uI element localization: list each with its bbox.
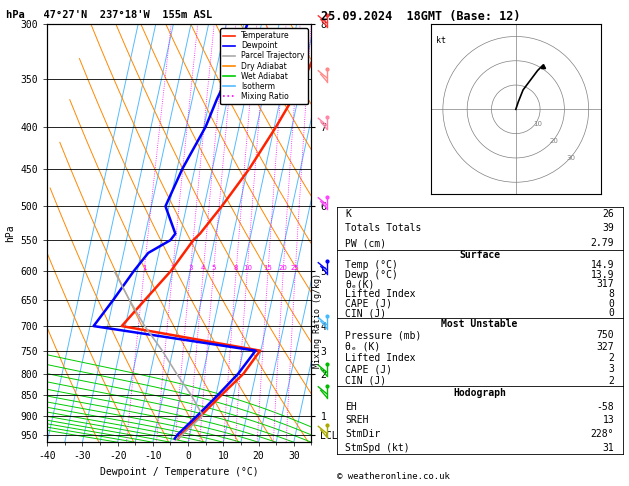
Text: hPa   47°27'N  237°18'W  155m ASL: hPa 47°27'N 237°18'W 155m ASL [6, 10, 213, 20]
Text: Most Unstable: Most Unstable [442, 319, 518, 329]
Text: 15: 15 [264, 265, 272, 271]
Y-axis label: hPa: hPa [5, 225, 15, 242]
X-axis label: Dewpoint / Temperature (°C): Dewpoint / Temperature (°C) [100, 467, 259, 477]
Text: 5: 5 [211, 265, 216, 271]
Text: 13.9: 13.9 [591, 270, 614, 279]
Text: 4: 4 [201, 265, 206, 271]
Text: PW (cm): PW (cm) [345, 238, 386, 248]
Text: Dewp (°C): Dewp (°C) [345, 270, 398, 279]
Text: © weatheronline.co.uk: © weatheronline.co.uk [337, 472, 449, 481]
Text: Lifted Index: Lifted Index [345, 289, 416, 299]
Text: 10: 10 [533, 122, 542, 127]
Text: Temp (°C): Temp (°C) [345, 260, 398, 270]
Text: 25: 25 [291, 265, 299, 271]
Legend: Temperature, Dewpoint, Parcel Trajectory, Dry Adiabat, Wet Adiabat, Isotherm, Mi: Temperature, Dewpoint, Parcel Trajectory… [220, 28, 308, 104]
Text: Pressure (mb): Pressure (mb) [345, 330, 421, 340]
Text: 0: 0 [608, 299, 614, 309]
Text: StmSpd (kt): StmSpd (kt) [345, 443, 409, 452]
Text: 327: 327 [596, 342, 614, 352]
Text: 39: 39 [603, 224, 614, 233]
Text: Totals Totals: Totals Totals [345, 224, 421, 233]
Text: Mixing Ratio (g/kg): Mixing Ratio (g/kg) [313, 273, 322, 368]
Text: CIN (J): CIN (J) [345, 376, 386, 386]
Text: 20: 20 [550, 139, 559, 144]
Text: 8: 8 [234, 265, 238, 271]
Text: 317: 317 [596, 279, 614, 289]
Text: 2: 2 [170, 265, 175, 271]
Text: K: K [345, 209, 351, 219]
Text: 1: 1 [142, 265, 147, 271]
Text: SREH: SREH [345, 416, 369, 425]
Text: -58: -58 [596, 402, 614, 412]
Text: 10: 10 [243, 265, 252, 271]
Text: StmDir: StmDir [345, 429, 381, 439]
Text: Surface: Surface [459, 250, 500, 260]
Text: CAPE (J): CAPE (J) [345, 299, 392, 309]
Text: Hodograph: Hodograph [453, 388, 506, 398]
Text: 26: 26 [603, 209, 614, 219]
Text: CIN (J): CIN (J) [345, 309, 386, 318]
Text: 750: 750 [596, 330, 614, 340]
Text: 25.09.2024  18GMT (Base: 12): 25.09.2024 18GMT (Base: 12) [321, 10, 520, 23]
Text: CAPE (J): CAPE (J) [345, 364, 392, 374]
Text: 2.79: 2.79 [591, 238, 614, 248]
Text: 2: 2 [608, 376, 614, 386]
Text: 3: 3 [188, 265, 192, 271]
Text: 30: 30 [567, 156, 576, 161]
Text: 13: 13 [603, 416, 614, 425]
Text: 31: 31 [603, 443, 614, 452]
Y-axis label: km
ASL: km ASL [343, 225, 365, 242]
Text: 3: 3 [608, 364, 614, 374]
Text: 228°: 228° [591, 429, 614, 439]
Text: θₑ (K): θₑ (K) [345, 342, 381, 352]
Text: kt: kt [436, 36, 445, 46]
Text: 2: 2 [608, 353, 614, 363]
Text: EH: EH [345, 402, 357, 412]
Text: 20: 20 [279, 265, 287, 271]
Text: 8: 8 [608, 289, 614, 299]
Text: Lifted Index: Lifted Index [345, 353, 416, 363]
Text: θₑ(K): θₑ(K) [345, 279, 374, 289]
Text: 14.9: 14.9 [591, 260, 614, 270]
Text: 0: 0 [608, 309, 614, 318]
